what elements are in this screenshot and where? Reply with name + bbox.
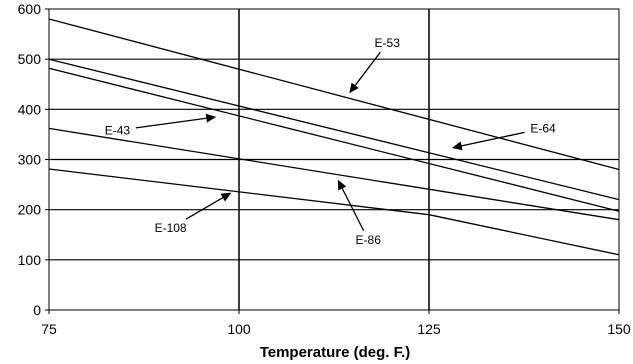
series-line-e-86: [48, 127, 620, 221]
annotation-arrow-e-86: [341, 188, 365, 232]
series-line-e-64: [48, 67, 620, 212]
series-lines: [48, 18, 620, 256]
series-line-e-43: [48, 58, 620, 201]
x-axis-ticks: 75 100 125 150: [41, 310, 631, 337]
annotation-arrowhead-e-53: [349, 82, 359, 94]
y-tick-label: 300: [18, 152, 42, 168]
annotation-label-e-53: E-53: [375, 36, 401, 50]
annotation-arrow-e-108: [185, 197, 224, 220]
y-tick-label: 400: [18, 101, 42, 117]
x-tick-label: 100: [227, 321, 251, 337]
y-tick-label: 200: [18, 202, 42, 218]
annotation-arrow-e-53: [354, 51, 381, 86]
y-tick-label: 0: [33, 302, 41, 318]
annotation-arrow-e-43: [135, 117, 207, 129]
series-line-e-53: [48, 18, 620, 171]
grid-lines: [49, 9, 619, 310]
y-tick-label: 500: [18, 51, 42, 67]
series-line-e-108: [48, 168, 620, 256]
x-axis-title: Temperature (deg. F.): [260, 344, 411, 361]
x-tick-label: 125: [417, 321, 441, 337]
annotation-arrow-e-64: [461, 131, 525, 147]
y-axis-ticks: 0 100 200 300 400 500 600: [18, 1, 49, 318]
annotation-label-e-43: E-43: [105, 123, 131, 137]
annotation-arrowhead-e-86: [337, 179, 347, 191]
annotation-label-e-108: E-108: [155, 221, 187, 235]
annotation-label-e-64: E-64: [530, 121, 556, 135]
y-tick-label: 600: [18, 1, 42, 17]
annotation-arrowhead-e-108: [220, 192, 232, 202]
plot-frame: [48, 8, 620, 311]
y-tick-label: 100: [18, 252, 42, 268]
annotation-arrowhead-e-43: [205, 113, 217, 123]
annotation-arrowhead-e-64: [451, 141, 463, 151]
series-annotations: E-53 E-43 E-64 E-86 E-108: [105, 36, 556, 247]
annotation-label-e-86: E-86: [356, 233, 382, 247]
x-tick-label: 75: [41, 321, 57, 337]
x-tick-label: 150: [607, 321, 631, 337]
